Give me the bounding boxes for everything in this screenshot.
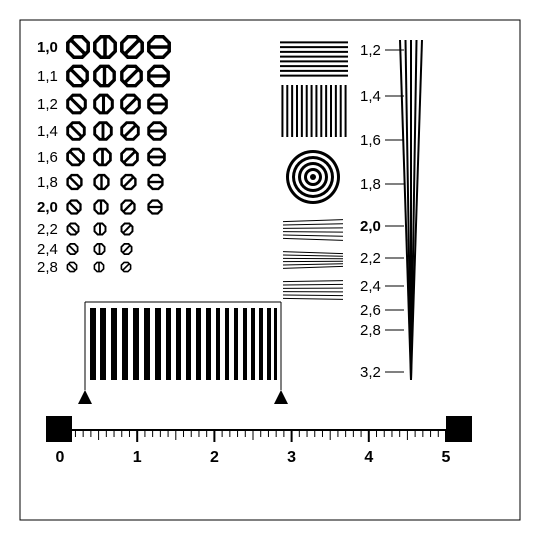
grille [283,281,343,300]
landolt-glyph [121,244,131,254]
wedge-label: 2,0 [360,218,381,235]
landolt-row-label: 1,2 [37,96,58,113]
landolt-row-label: 1,8 [37,174,58,191]
landolt-glyph [68,201,81,214]
wedge-label: 2,2 [360,250,381,267]
landolt-glyph [122,66,141,85]
landolt-glyph [148,149,164,165]
landolt-glyph [68,37,88,57]
landolt-row-label: 1,0 [37,39,58,56]
ruler-label: 0 [56,449,65,466]
landolt-glyph [122,149,138,165]
landolt-glyph [95,223,106,234]
ruler [46,416,472,442]
landolt-glyph [95,200,108,213]
landolt-glyph [122,201,135,214]
ruler-label: 5 [442,449,451,466]
landolt-glyph [95,122,112,139]
landolt-glyph [122,95,140,113]
landolt-glyph [68,66,87,85]
landolt-glyph [95,175,109,189]
landolt-glyph [148,95,166,113]
landolt-row-label: 2,4 [37,241,58,258]
landolt-glyph [149,37,170,57]
wedge-label: 3,2 [360,364,381,381]
grille [283,220,343,241]
landolt-row-label: 2,8 [37,259,58,276]
landolt-glyph [95,37,115,58]
landolt-glyph [122,224,133,235]
ruler-label: 4 [364,449,373,466]
resolution-wedge [400,40,422,380]
landolt-glyph [95,95,113,113]
landolt-row-label: 1,1 [37,68,58,85]
landolt-glyph [148,123,165,140]
wedge-label: 1,8 [360,176,381,193]
landolt-glyph [68,224,79,235]
wedge-label: 2,4 [360,278,381,295]
ruler-label: 3 [287,449,296,466]
resolution-sweep [78,302,288,404]
landolt-glyph [122,37,142,57]
landolt-glyph [68,149,84,165]
landolt-glyph [68,123,85,140]
wedge-label: 1,6 [360,132,381,149]
landolt-row-label: 1,6 [37,149,58,166]
landolt-glyph [67,244,77,254]
landolt-glyph [94,244,104,254]
landolt-glyph [148,201,161,214]
ruler-label: 2 [210,449,219,466]
wedge-label: 1,4 [360,88,381,105]
landolt-glyph [95,149,111,165]
landolt-glyph [68,175,82,189]
landolt-glyph [122,175,136,189]
wedge-label: 2,8 [360,322,381,339]
grille [280,42,348,75]
grille [283,252,343,269]
landolt-glyph [121,262,130,271]
wedge-label: 1,2 [360,42,381,59]
landolt-row-label: 1,4 [37,123,58,140]
grille [282,85,345,137]
wedge-label: 2,6 [360,302,381,319]
landolt-glyph [94,262,103,272]
ruler-label: 1 [133,449,142,466]
landolt-row-label: 2,0 [37,199,58,216]
landolt-glyph [122,123,139,140]
landolt-glyph [95,66,114,86]
concentric-target [283,147,343,207]
landolt-glyph [67,262,76,271]
landolt-glyph [148,175,162,189]
landolt-row-label: 2,2 [37,221,58,238]
landolt-glyph [68,95,86,113]
landolt-glyph [149,66,169,85]
